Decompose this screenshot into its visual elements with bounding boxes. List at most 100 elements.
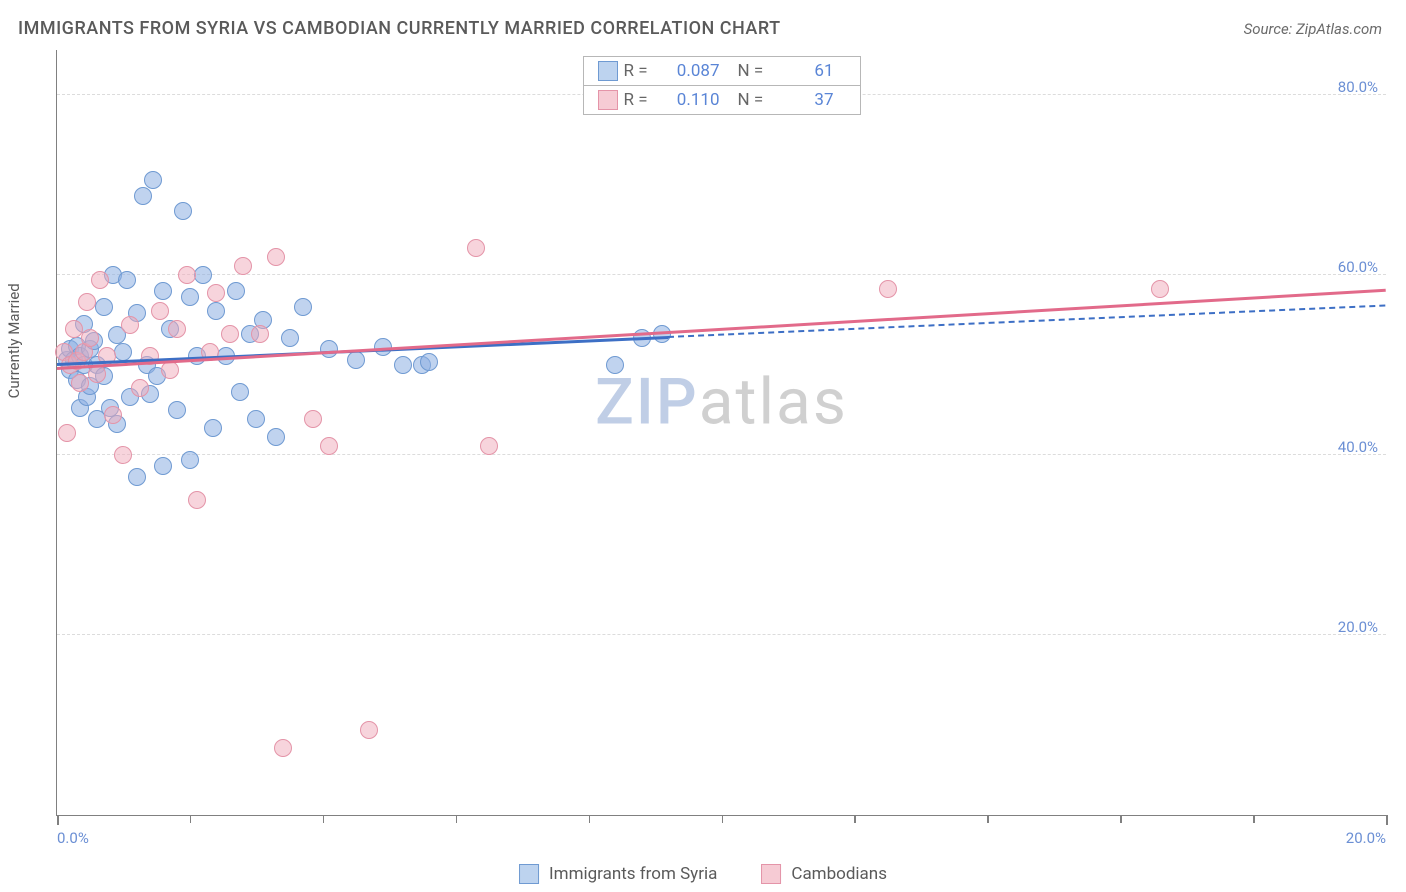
swatch-syria bbox=[519, 864, 539, 884]
data-point bbox=[188, 491, 206, 509]
data-point bbox=[178, 266, 196, 284]
source-attribution: Source: ZipAtlas.com bbox=[1244, 20, 1382, 38]
legend-label-cambodian: Cambodians bbox=[791, 864, 887, 884]
data-point bbox=[71, 374, 89, 392]
data-point bbox=[234, 257, 252, 275]
y-tick-label: 80.0% bbox=[1338, 78, 1378, 96]
x-tick bbox=[589, 815, 591, 823]
data-point bbox=[221, 325, 239, 343]
legend-item-cambodian: Cambodians bbox=[761, 864, 887, 884]
data-point bbox=[294, 298, 312, 316]
data-point bbox=[304, 410, 322, 428]
data-point bbox=[144, 171, 162, 189]
data-point bbox=[204, 419, 222, 437]
x-tick-label: 20.0% bbox=[1346, 829, 1386, 847]
data-point bbox=[154, 457, 172, 475]
data-point bbox=[467, 239, 485, 257]
gridline bbox=[57, 274, 1386, 275]
series-legend: Immigrants from Syria Cambodians bbox=[519, 864, 887, 884]
data-point bbox=[320, 340, 338, 358]
data-point bbox=[88, 365, 106, 383]
data-point bbox=[154, 282, 172, 300]
data-point bbox=[251, 325, 269, 343]
data-point bbox=[168, 401, 186, 419]
legend-item-syria: Immigrants from Syria bbox=[519, 864, 717, 884]
correlation-legend: R = 0.087 N = 61 R = 0.110 N = 37 bbox=[583, 56, 861, 115]
data-point bbox=[247, 410, 265, 428]
data-point bbox=[128, 468, 146, 486]
x-tick bbox=[57, 815, 59, 825]
data-point bbox=[104, 406, 122, 424]
legend-row-syria: R = 0.087 N = 61 bbox=[584, 57, 860, 85]
data-point bbox=[118, 271, 136, 289]
data-point bbox=[95, 298, 113, 316]
watermark: ZIPatlas bbox=[595, 364, 848, 439]
data-point bbox=[347, 351, 365, 369]
x-tick bbox=[1253, 815, 1255, 823]
n-label: N = bbox=[738, 90, 772, 110]
swatch-cambodian bbox=[598, 90, 618, 110]
x-tick-label: 0.0% bbox=[57, 829, 89, 847]
data-point bbox=[274, 739, 292, 757]
n-label: N = bbox=[738, 61, 772, 81]
data-point bbox=[606, 356, 624, 374]
data-point bbox=[58, 424, 76, 442]
data-point bbox=[91, 271, 109, 289]
data-point bbox=[320, 437, 338, 455]
data-point bbox=[114, 446, 132, 464]
data-point bbox=[134, 187, 152, 205]
data-point bbox=[181, 451, 199, 469]
data-point bbox=[207, 284, 225, 302]
swatch-cambodian bbox=[761, 864, 781, 884]
y-tick-label: 60.0% bbox=[1338, 258, 1378, 276]
data-point bbox=[78, 293, 96, 311]
gridline bbox=[57, 454, 1386, 455]
data-point bbox=[65, 320, 83, 338]
swatch-syria bbox=[598, 61, 618, 81]
plot-area: Currently Married ZIPatlas R = 0.087 N =… bbox=[18, 50, 1386, 844]
data-point bbox=[231, 383, 249, 401]
chart-title: IMMIGRANTS FROM SYRIA VS CAMBODIAN CURRE… bbox=[18, 18, 781, 39]
data-point bbox=[394, 356, 412, 374]
data-point bbox=[207, 302, 225, 320]
data-point bbox=[267, 428, 285, 446]
y-tick-label: 20.0% bbox=[1338, 618, 1378, 636]
chart-canvas: ZIPatlas R = 0.087 N = 61 R = 0.110 N = … bbox=[56, 50, 1386, 816]
data-point bbox=[267, 248, 285, 266]
x-tick bbox=[190, 815, 192, 823]
source-prefix: Source: bbox=[1244, 20, 1296, 38]
data-point bbox=[879, 280, 897, 298]
legend-row-cambodian: R = 0.110 N = 37 bbox=[584, 85, 860, 114]
x-tick bbox=[1120, 815, 1122, 823]
data-point bbox=[1151, 280, 1169, 298]
watermark-zip: ZIP bbox=[595, 364, 699, 439]
x-tick bbox=[456, 815, 458, 823]
x-tick bbox=[722, 815, 724, 823]
data-point bbox=[114, 343, 132, 361]
x-tick bbox=[987, 815, 989, 823]
y-tick-label: 40.0% bbox=[1338, 438, 1378, 456]
header: IMMIGRANTS FROM SYRIA VS CAMBODIAN CURRE… bbox=[0, 0, 1406, 47]
x-tick bbox=[1386, 815, 1388, 825]
legend-label-syria: Immigrants from Syria bbox=[549, 864, 717, 884]
n-value-syria: 61 bbox=[778, 61, 846, 81]
data-point bbox=[420, 353, 438, 371]
data-point bbox=[121, 316, 139, 334]
x-tick bbox=[323, 815, 325, 823]
r-label: R = bbox=[624, 61, 658, 81]
n-value-cambodian: 37 bbox=[778, 90, 846, 110]
watermark-atlas: atlas bbox=[699, 364, 848, 439]
data-point bbox=[81, 329, 99, 347]
data-point bbox=[360, 721, 378, 739]
source-name: ZipAtlas.com bbox=[1296, 20, 1382, 38]
r-value-cambodian: 0.110 bbox=[664, 90, 732, 110]
data-point bbox=[168, 320, 186, 338]
data-point bbox=[181, 288, 199, 306]
data-point bbox=[227, 282, 245, 300]
y-axis-label: Currently Married bbox=[5, 283, 23, 398]
r-value-syria: 0.087 bbox=[664, 61, 732, 81]
data-point bbox=[194, 266, 212, 284]
data-point bbox=[174, 202, 192, 220]
data-point bbox=[151, 302, 169, 320]
x-tick bbox=[854, 815, 856, 823]
